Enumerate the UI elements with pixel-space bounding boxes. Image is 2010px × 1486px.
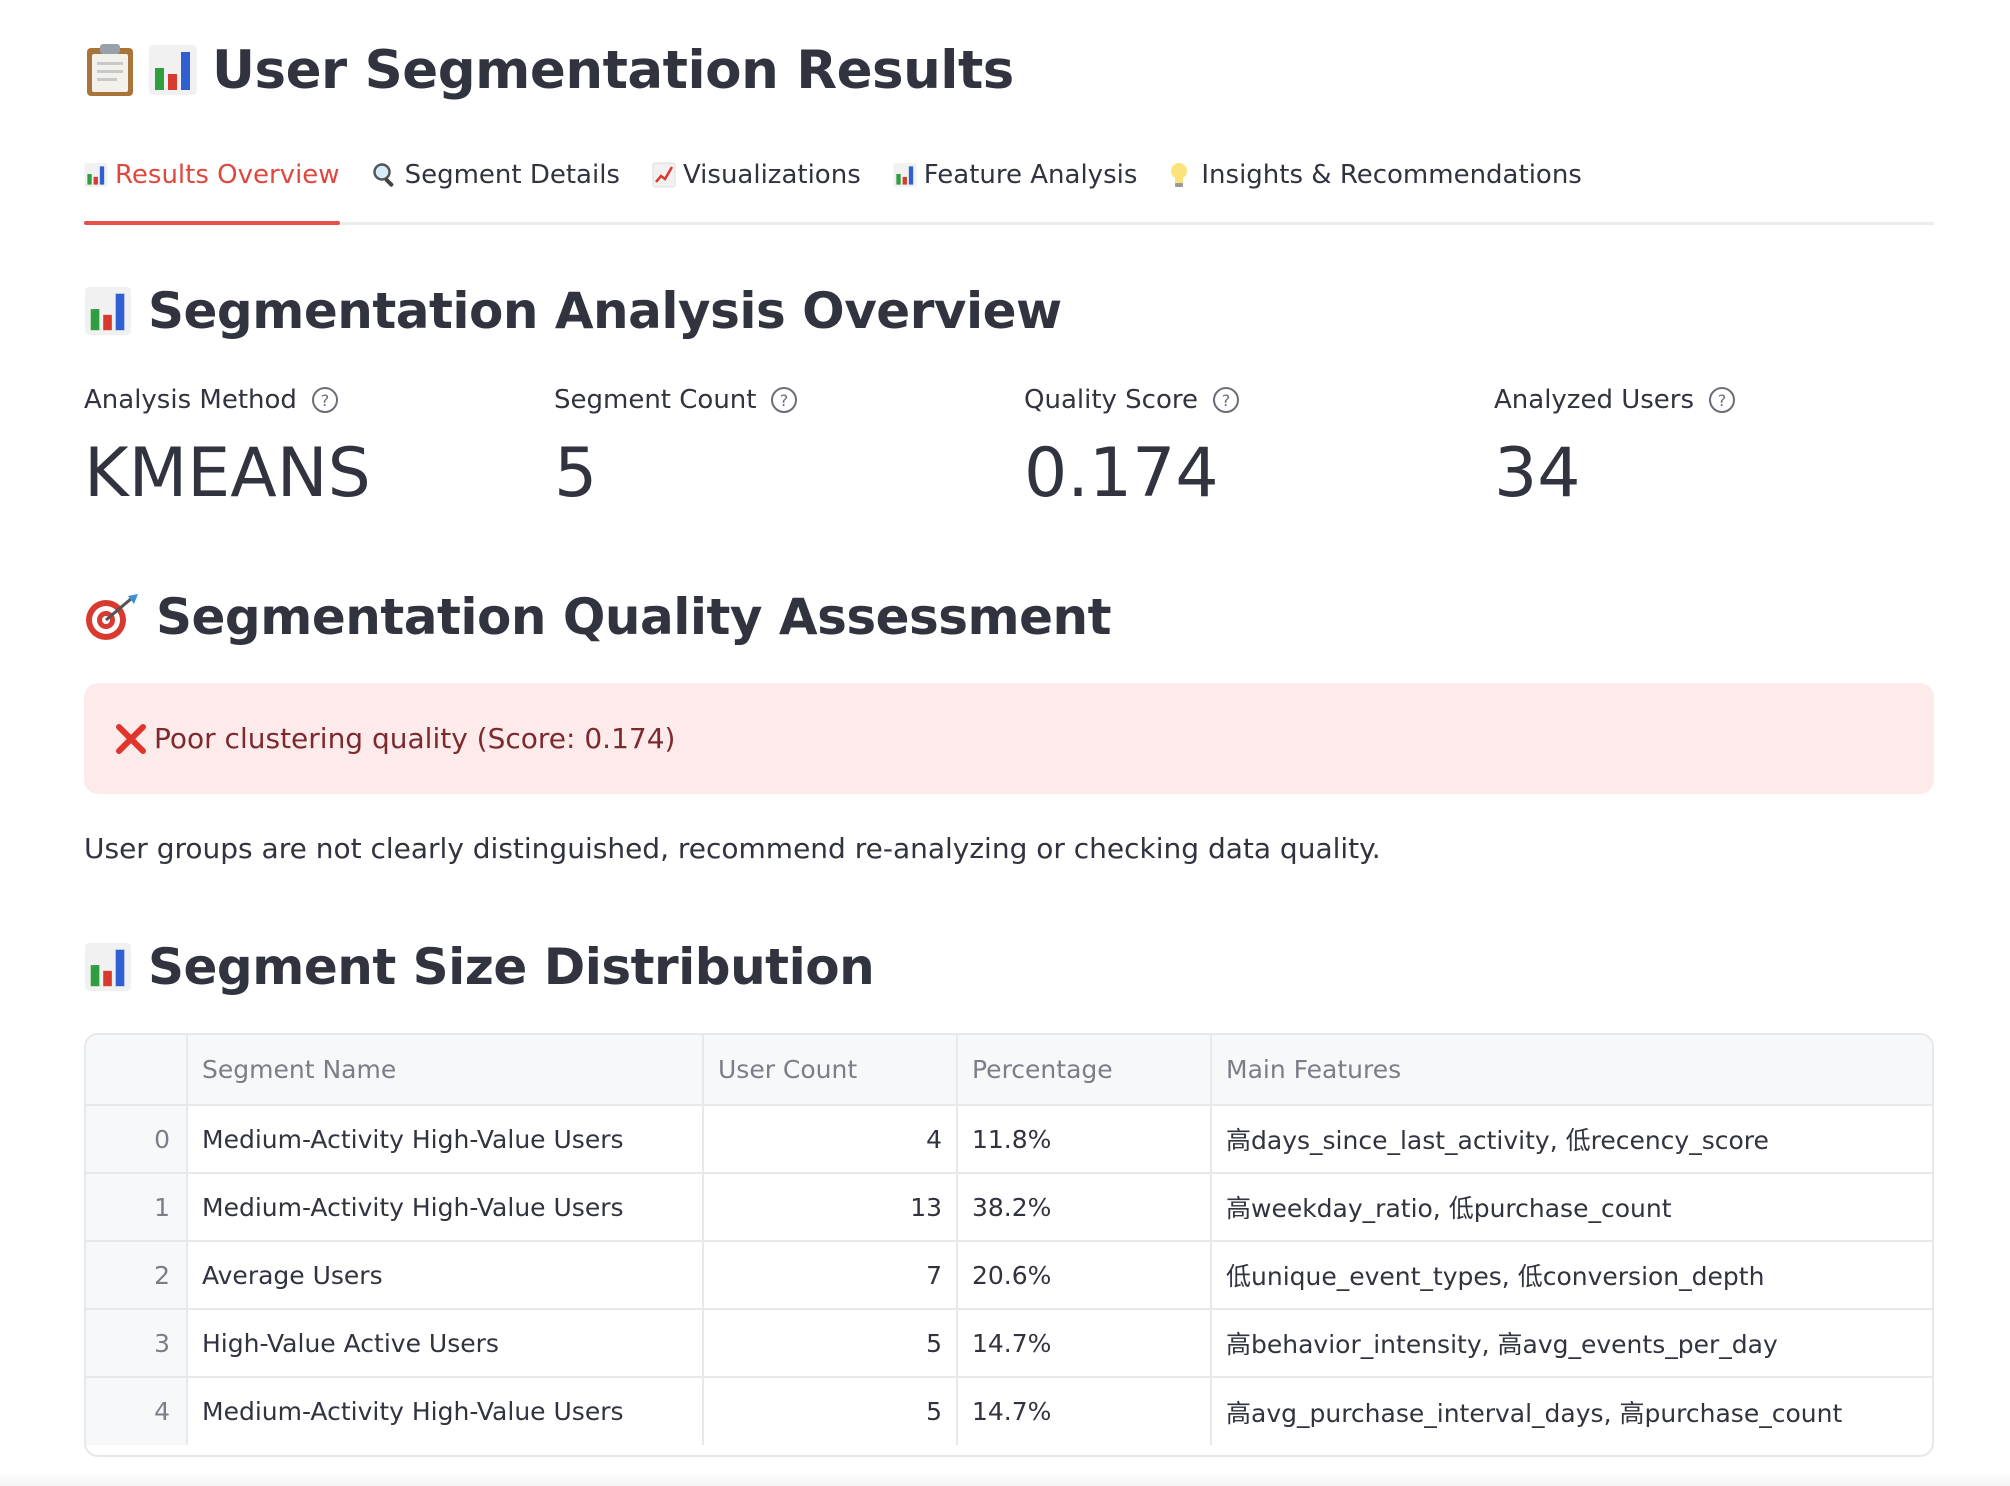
percentage-cell[interactable]: 20.6%: [957, 1241, 1212, 1310]
segment-name-cell[interactable]: Medium-Activity High-Value Users: [187, 1377, 704, 1445]
metric-label: Analyzed Users: [1494, 385, 1695, 415]
user-count-cell[interactable]: 5: [703, 1309, 958, 1378]
row-index[interactable]: 4: [86, 1377, 188, 1445]
quality-heading: Segmentation Quality Assessment: [84, 582, 1112, 652]
metric-value: 5: [554, 434, 598, 513]
main-features-cell[interactable]: 高days_since_last_activity, 低recency_scor…: [1211, 1105, 1932, 1174]
user-count-cell[interactable]: 13: [703, 1173, 958, 1242]
alert-text: Poor clustering quality (Score: 0.174): [154, 722, 676, 755]
metric-segment-count: Segment Count ? 5: [554, 378, 994, 514]
bar-chart-icon: [84, 942, 132, 992]
help-icon[interactable]: ?: [770, 386, 798, 414]
column-header-user-count[interactable]: User Count: [703, 1035, 958, 1106]
percentage-cell[interactable]: 14.7%: [957, 1377, 1212, 1445]
segment-name-cell[interactable]: Medium-Activity High-Value Users: [187, 1105, 704, 1174]
metric-label: Analysis Method: [84, 385, 297, 415]
row-index[interactable]: 0: [86, 1105, 188, 1174]
table-row: 4 Medium-Activity High-Value Users 5 14.…: [86, 1377, 1932, 1445]
page-title-text: User Segmentation Results: [212, 39, 1014, 101]
table-row: 2 Average Users 7 20.6% 低unique_event_ty…: [86, 1241, 1932, 1310]
svg-text:?: ?: [1718, 391, 1727, 410]
svg-text:?: ?: [780, 391, 789, 410]
error-alert: Poor clustering quality (Score: 0.174): [84, 683, 1934, 794]
column-header-index[interactable]: [86, 1035, 188, 1106]
table-row: 0 Medium-Activity High-Value Users 4 11.…: [86, 1105, 1932, 1174]
tab-feature-analysis[interactable]: Feature Analysis: [893, 148, 1138, 222]
page-title: User Segmentation Results: [84, 34, 1014, 106]
svg-text:?: ?: [321, 391, 330, 410]
percentage-cell[interactable]: 38.2%: [957, 1173, 1212, 1242]
metric-analysis-method: Analysis Method ? KMEANS: [84, 378, 524, 514]
main-features-cell[interactable]: 高weekday_ratio, 低purchase_count: [1211, 1173, 1932, 1242]
metric-label: Quality Score: [1024, 385, 1198, 415]
table-row: 3 High-Value Active Users 5 14.7% 高behav…: [86, 1309, 1932, 1378]
percentage-cell[interactable]: 14.7%: [957, 1309, 1212, 1378]
tab-visualizations[interactable]: Visualizations: [652, 148, 861, 222]
bottom-edge-shadow: [0, 1472, 2010, 1486]
clipboard-icon: [84, 42, 136, 98]
tab-bar: Results Overview Segment Details Visuali…: [84, 148, 1934, 225]
row-index[interactable]: 3: [86, 1309, 188, 1378]
distribution-heading: Segment Size Distribution: [84, 932, 875, 1002]
column-header-main-features[interactable]: Main Features: [1211, 1035, 1932, 1106]
tab-insights-recommendations[interactable]: Insights & Recommendations: [1169, 148, 1582, 222]
metric-quality-score: Quality Score ? 0.174: [1024, 378, 1464, 514]
column-header-segment-name[interactable]: Segment Name: [187, 1035, 704, 1106]
tab-label: Segment Details: [404, 160, 620, 190]
tab-label: Feature Analysis: [923, 160, 1138, 190]
table-row: 1 Medium-Activity High-Value Users 13 38…: [86, 1173, 1932, 1242]
overview-heading: Segmentation Analysis Overview: [84, 276, 1062, 346]
user-count-cell[interactable]: 7: [703, 1241, 958, 1310]
metric-value: 34: [1494, 434, 1581, 513]
quality-description: User groups are not clearly distinguishe…: [84, 832, 1381, 865]
main-features-cell[interactable]: 高avg_purchase_interval_days, 高purchase_c…: [1226, 1398, 1843, 1428]
metric-value: 0.174: [1024, 434, 1219, 513]
target-dart-icon: [84, 592, 140, 642]
percentage-cell[interactable]: 11.8%: [957, 1105, 1212, 1174]
main-features-cell[interactable]: 高behavior_intensity, 高avg_events_per_day: [1211, 1309, 1932, 1378]
tab-results-overview[interactable]: Results Overview: [84, 148, 340, 225]
tab-label: Results Overview: [115, 160, 340, 190]
tab-segment-details[interactable]: Segment Details: [372, 148, 620, 222]
row-index[interactable]: 2: [86, 1241, 188, 1310]
help-icon[interactable]: ?: [1708, 386, 1736, 414]
distribution-heading-text: Segment Size Distribution: [148, 938, 875, 996]
bar-chart-icon: [84, 160, 108, 190]
segment-name-cell[interactable]: High-Value Active Users: [187, 1309, 704, 1378]
tab-label: Visualizations: [682, 160, 861, 190]
segment-name-cell[interactable]: Medium-Activity High-Value Users: [187, 1173, 704, 1242]
user-count-cell[interactable]: 4: [703, 1105, 958, 1174]
tab-label: Insights & Recommendations: [1201, 160, 1582, 190]
metric-label: Segment Count: [554, 385, 757, 415]
column-header-percentage[interactable]: Percentage: [957, 1035, 1212, 1106]
row-index[interactable]: 1: [86, 1173, 188, 1242]
bar-chart-icon: [84, 286, 132, 336]
line-chart-icon: [652, 160, 676, 190]
overview-heading-text: Segmentation Analysis Overview: [148, 282, 1062, 340]
metrics-row: Analysis Method ? KMEANS Segment Count ?…: [84, 378, 1934, 518]
svg-text:?: ?: [1222, 391, 1231, 410]
metric-analyzed-users: Analyzed Users ? 34: [1494, 378, 1934, 514]
table-header-row: Segment Name User Count Percentage Main …: [86, 1035, 1932, 1106]
segment-size-table[interactable]: Segment Name User Count Percentage Main …: [84, 1033, 1934, 1457]
segment-name-cell[interactable]: Average Users: [187, 1241, 704, 1310]
magnifier-icon: [372, 160, 398, 190]
user-count-cell[interactable]: 5: [703, 1377, 958, 1445]
help-icon[interactable]: ?: [1212, 386, 1240, 414]
bar-chart-icon: [148, 44, 198, 96]
help-icon[interactable]: ?: [311, 386, 339, 414]
lightbulb-icon: [1169, 160, 1189, 190]
cross-mark-icon: [114, 722, 148, 756]
quality-heading-text: Segmentation Quality Assessment: [156, 588, 1112, 646]
bar-chart-icon: [893, 160, 917, 190]
main-features-cell[interactable]: 低unique_event_types, 低conversion_depth: [1211, 1241, 1932, 1310]
metric-value: KMEANS: [84, 434, 371, 513]
